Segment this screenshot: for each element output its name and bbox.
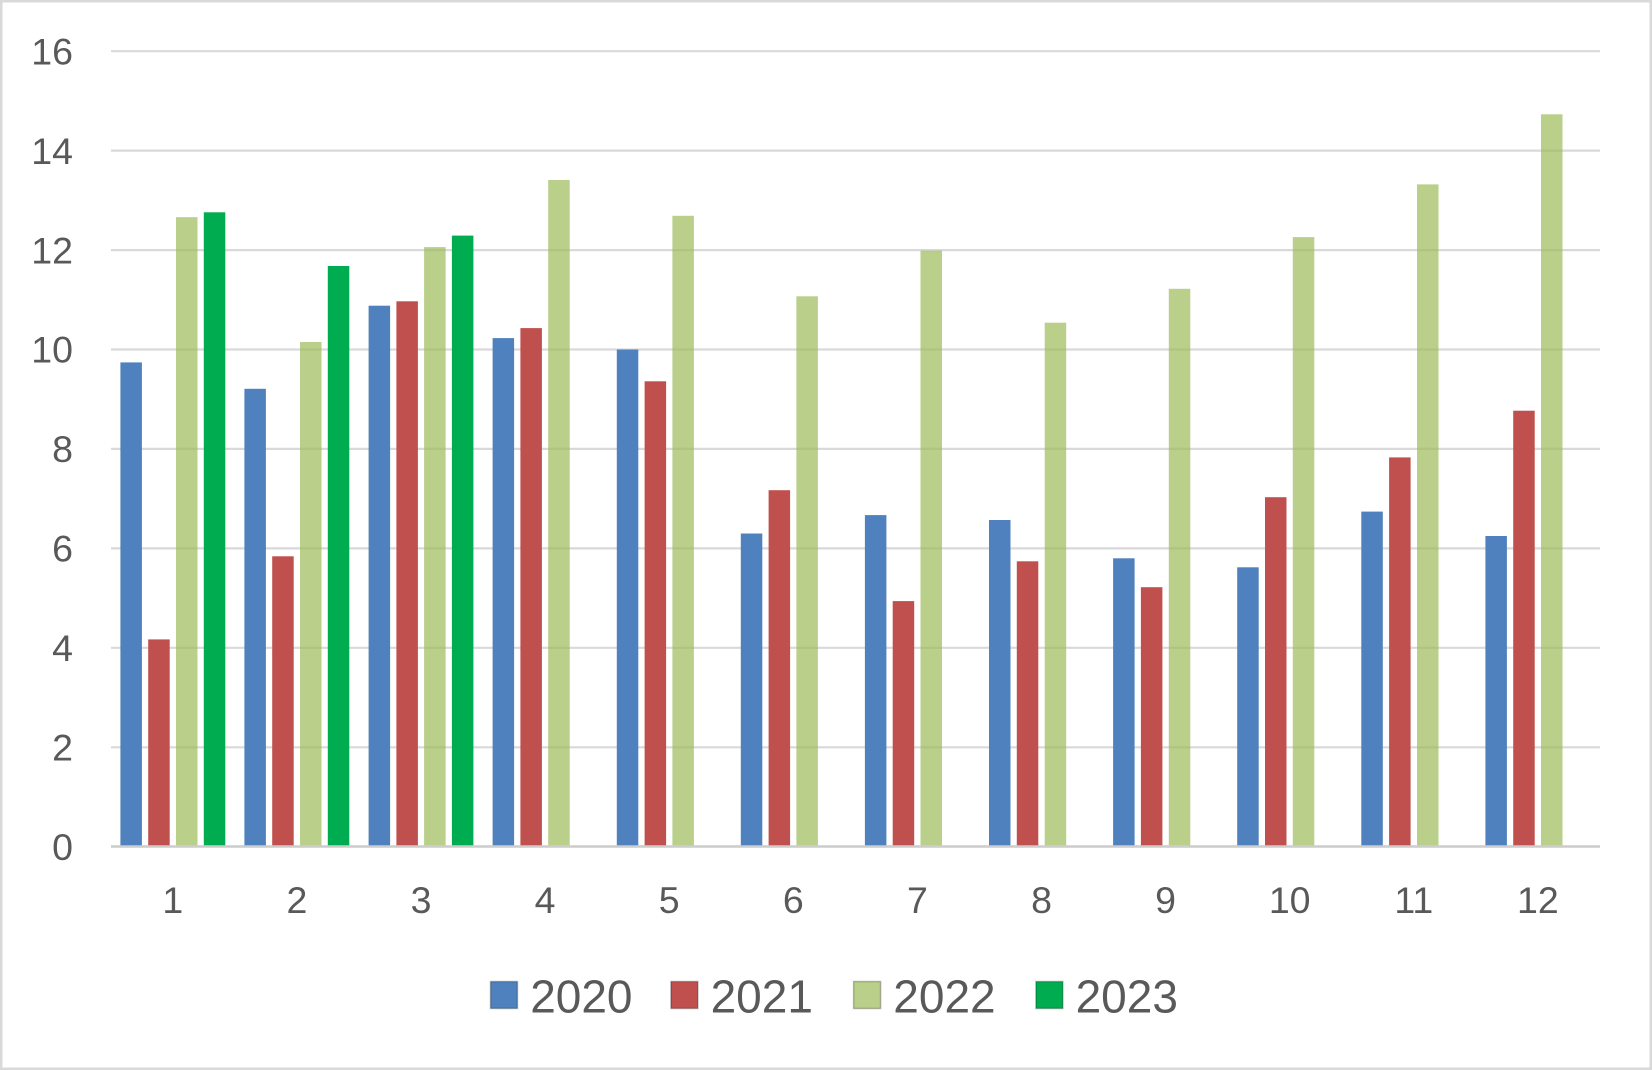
svg-text:7: 7 [907,879,928,921]
svg-text:2023: 2023 [1076,970,1178,1022]
svg-text:11: 11 [1394,879,1433,921]
svg-text:0: 0 [52,826,73,868]
svg-text:10: 10 [1269,879,1311,921]
svg-text:10: 10 [31,329,73,371]
svg-text:3: 3 [411,879,432,921]
svg-text:6: 6 [52,528,73,570]
svg-text:2021: 2021 [711,970,813,1022]
svg-text:4: 4 [535,879,556,921]
svg-text:8: 8 [52,428,73,470]
svg-text:4: 4 [52,627,73,669]
svg-text:9: 9 [1155,879,1176,921]
svg-text:16: 16 [31,30,73,72]
svg-text:12: 12 [1517,879,1559,921]
svg-text:2020: 2020 [530,970,632,1022]
svg-text:1: 1 [162,879,183,921]
svg-text:8: 8 [1031,879,1052,921]
svg-text:2022: 2022 [893,970,995,1022]
svg-text:6: 6 [783,879,804,921]
svg-text:14: 14 [31,130,73,172]
svg-text:5: 5 [659,879,680,921]
svg-text:2: 2 [52,727,73,769]
svg-text:12: 12 [31,229,73,271]
svg-text:2: 2 [286,879,307,921]
